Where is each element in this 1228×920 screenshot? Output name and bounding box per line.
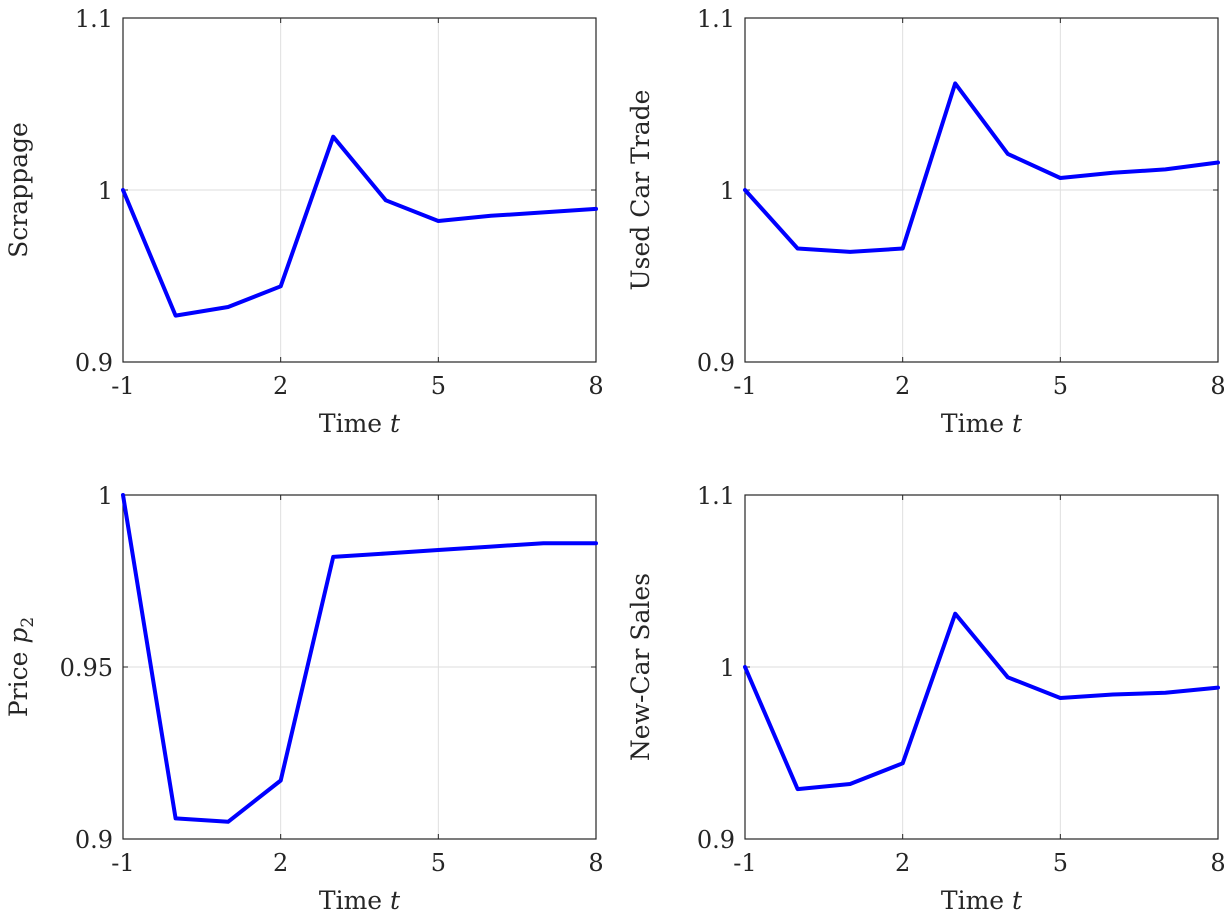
- x-tick-label: 8: [588, 849, 603, 877]
- y-axis-label: New-Car Sales: [626, 573, 655, 761]
- data-point: [848, 250, 852, 254]
- data-point: [743, 188, 747, 192]
- y-tick-label: 1: [98, 482, 113, 510]
- data-point: [1111, 693, 1115, 697]
- data-point: [331, 135, 335, 139]
- y-tick-label: 1.1: [75, 5, 113, 33]
- data-point: [1216, 686, 1220, 690]
- axes-box: [122, 494, 597, 840]
- data-point: [594, 207, 598, 211]
- chart-used-car-trade: -1 2 5 8 0.9 1 1.1 Time t Used Car Trade: [626, 5, 1226, 438]
- series-line-scrappage: [121, 134, 598, 318]
- data-point: [796, 246, 800, 250]
- x-tick-label: -1: [111, 372, 134, 400]
- data-point: [121, 188, 125, 192]
- x-tick-label: 2: [273, 372, 288, 400]
- data-point: [743, 665, 747, 669]
- x-tick-label: 8: [1210, 372, 1225, 400]
- x-tick-label: 5: [1053, 849, 1068, 877]
- data-point: [121, 493, 125, 497]
- data-point: [1006, 675, 1010, 679]
- y-tick-label: 1: [720, 654, 735, 682]
- data-point: [174, 314, 178, 318]
- x-tick-label: 5: [431, 372, 446, 400]
- y-tick-label: 0.9: [697, 349, 735, 377]
- data-point: [436, 219, 440, 223]
- data-point: [384, 198, 388, 202]
- data-point: [226, 305, 230, 309]
- x-tick-label: 2: [273, 849, 288, 877]
- data-point: [541, 541, 545, 545]
- data-point: [331, 555, 335, 559]
- x-axis-label: Time t: [941, 409, 1023, 438]
- y-tick-label: 0.9: [75, 826, 113, 854]
- x-tick-label: 2: [895, 372, 910, 400]
- data-point: [1216, 160, 1220, 164]
- y-axis-label: Used Car Trade: [626, 90, 655, 291]
- data-point: [848, 782, 852, 786]
- data-point: [489, 214, 493, 218]
- data-point: [901, 246, 905, 250]
- data-point: [953, 612, 957, 616]
- chart-new-car-sales: -1 2 5 8 0.9 1 1.1 Time t New-Car Sales: [626, 482, 1226, 915]
- x-axis-label: Time t: [319, 886, 401, 915]
- x-tick-label: -1: [733, 372, 756, 400]
- data-point: [1163, 691, 1167, 695]
- data-point: [1058, 696, 1062, 700]
- data-point: [1163, 167, 1167, 171]
- x-tick-label: 5: [1053, 372, 1068, 400]
- data-point: [384, 551, 388, 555]
- y-tick-label: 1.1: [697, 482, 735, 510]
- y-tick-label: 1.1: [697, 5, 735, 33]
- data-point: [953, 81, 957, 85]
- y-tick-label: 0.9: [697, 826, 735, 854]
- y-tick-label: 0.9: [75, 349, 113, 377]
- data-point: [436, 548, 440, 552]
- y-axis-label: Scrappage: [4, 122, 33, 258]
- series-line-new-car-sales: [743, 611, 1220, 792]
- chart-scrappage: -1 2 5 8 0.9 1 1.1 Time t Scrappage: [4, 5, 604, 438]
- x-tick-label: -1: [733, 849, 756, 877]
- data-point: [796, 787, 800, 791]
- data-point: [901, 761, 905, 765]
- x-tick-label: 8: [1210, 849, 1225, 877]
- y-axis-label: Price p2: [4, 617, 38, 717]
- data-point: [541, 210, 545, 214]
- series-line-price-p2: [121, 493, 598, 824]
- x-tick-label: -1: [111, 849, 134, 877]
- data-point: [1111, 171, 1115, 175]
- y-tick-label: 1: [98, 177, 113, 205]
- x-tick-label: 2: [895, 849, 910, 877]
- y-tick-label: 0.95: [60, 654, 113, 682]
- x-tick-label: 5: [431, 849, 446, 877]
- x-axis-label: Time t: [941, 886, 1023, 915]
- data-point: [174, 816, 178, 820]
- data-point: [279, 284, 283, 288]
- data-point: [226, 820, 230, 824]
- data-point: [594, 541, 598, 545]
- data-point: [489, 545, 493, 549]
- x-tick-label: 8: [588, 372, 603, 400]
- data-point: [1006, 152, 1010, 156]
- chart-price-p2: -1 2 5 8 0.9 0.95 1 Time t Price p2: [4, 482, 604, 915]
- data-point: [1058, 176, 1062, 180]
- series-line-used-car-trade: [743, 81, 1220, 254]
- data-point: [279, 779, 283, 783]
- y-tick-label: 1: [720, 177, 735, 205]
- x-axis-label: Time t: [319, 409, 401, 438]
